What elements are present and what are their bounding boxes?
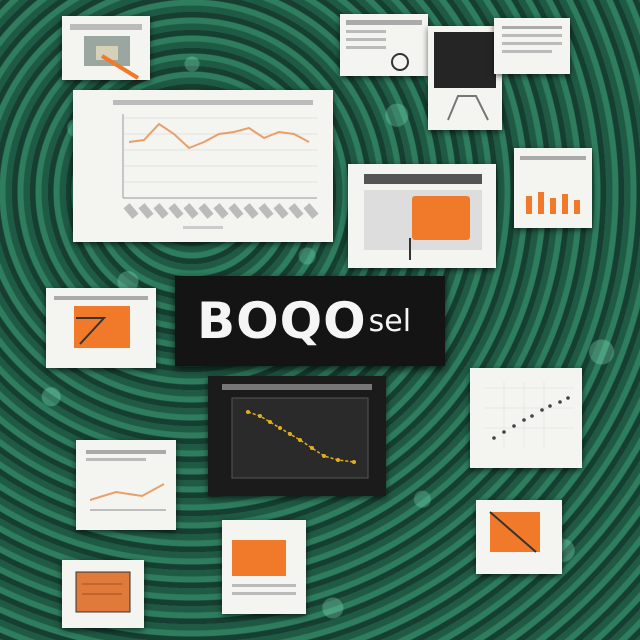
scatter-chart xyxy=(484,382,574,448)
tick-label-placeholder xyxy=(303,203,319,219)
title-board: BOQO sel xyxy=(175,276,445,366)
bar xyxy=(562,194,568,214)
series-line xyxy=(128,122,310,150)
scatter-chart-card xyxy=(470,368,582,468)
tick-label-placeholder xyxy=(123,203,139,219)
series-line xyxy=(247,411,355,463)
line-chart xyxy=(113,100,319,229)
tick-label-placeholder xyxy=(168,203,184,219)
scatter-point xyxy=(512,424,516,428)
bar xyxy=(574,200,580,214)
tick-label-placeholder xyxy=(153,203,169,219)
data-point xyxy=(278,426,282,430)
tick-label-placeholder xyxy=(243,203,259,219)
tick-label-placeholder xyxy=(273,203,289,219)
thumbnail-card xyxy=(62,560,144,628)
tick-label-placeholder xyxy=(138,203,154,219)
data-point xyxy=(322,454,326,458)
scatter-point xyxy=(522,418,526,422)
line-chart-card xyxy=(73,90,333,242)
scatter-point xyxy=(558,400,562,404)
tick-label-placeholder xyxy=(258,203,274,219)
data-point xyxy=(352,460,356,464)
tick-label-placeholder xyxy=(183,203,199,219)
data-point xyxy=(246,410,250,414)
chart-title-placeholder xyxy=(113,100,313,105)
scatter-point xyxy=(540,408,544,412)
scatter-point xyxy=(502,430,506,434)
bar xyxy=(526,196,532,214)
thumbnail-card xyxy=(76,440,176,530)
tick-label-placeholder xyxy=(228,203,244,219)
thumbnail-card xyxy=(46,288,156,368)
data-point xyxy=(288,432,292,436)
thumbnail-card xyxy=(62,16,150,80)
thumbnail-card xyxy=(348,164,496,268)
title-suffix: sel xyxy=(368,303,412,339)
scatter-point xyxy=(492,436,496,440)
thumbnail-card xyxy=(428,26,502,130)
data-point xyxy=(258,414,262,418)
thumbnail-card xyxy=(340,14,428,76)
bar xyxy=(550,198,556,214)
thumbnail-card xyxy=(476,500,562,574)
dark-chart xyxy=(222,384,372,479)
scatter-point xyxy=(548,404,552,408)
scatter-point xyxy=(530,414,534,418)
thumbnail-card xyxy=(514,148,592,228)
data-point xyxy=(268,420,272,424)
tick-label-placeholder xyxy=(213,203,229,219)
data-point xyxy=(310,446,314,450)
thumbnail-card xyxy=(494,18,570,74)
axis-label-placeholder xyxy=(183,226,223,229)
dark-chart-card xyxy=(208,376,386,496)
tick-label-placeholder xyxy=(198,203,214,219)
thumbnail-card xyxy=(222,520,306,614)
data-point xyxy=(336,458,340,462)
data-point xyxy=(298,438,302,442)
tick-label-placeholder xyxy=(288,203,304,219)
title-main: BOQO xyxy=(197,292,367,350)
scatter-point xyxy=(566,396,570,400)
bar xyxy=(538,192,544,214)
